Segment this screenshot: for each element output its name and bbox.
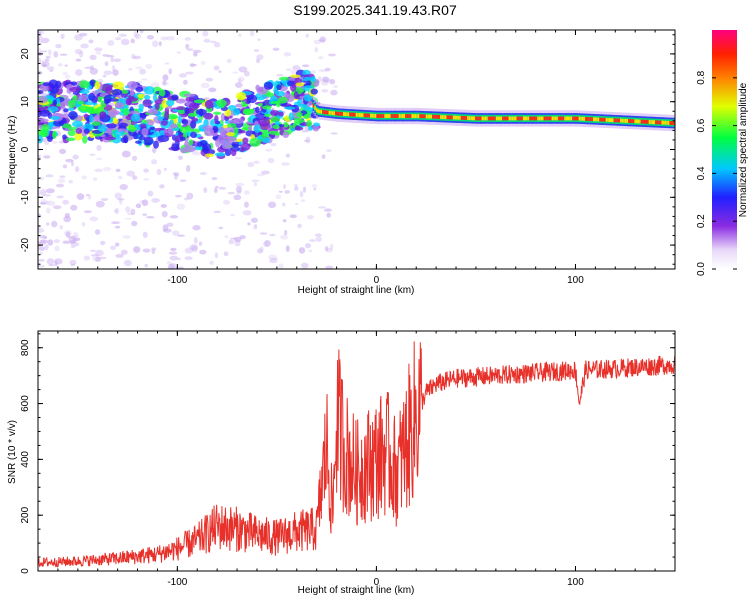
heatmap-xtick-label: 0 — [374, 275, 380, 286]
heatmap-xtick-label: 100 — [567, 275, 584, 286]
heatmap-xtick-label: -100 — [167, 275, 187, 286]
heatmap-ytick-label: 10 — [20, 96, 31, 108]
heatmap-ylabel: Frequency (Hz) — [7, 116, 18, 185]
line-xtick-label: -100 — [167, 577, 187, 588]
colorbar-label: Normalized spectral amplitude — [738, 82, 749, 217]
line-ylabel: SNR (10 * v/v) — [7, 420, 18, 484]
heatmap-xlabel: Height of straight line (km) — [298, 285, 415, 296]
line-ytick-label: 800 — [20, 339, 31, 356]
heatmap-ytick-label: -20 — [20, 237, 31, 252]
colorbar-tick-label: 0.4 — [696, 166, 707, 180]
colorbar — [712, 30, 737, 269]
heatmap-frame — [37, 29, 676, 270]
colorbar-tick-label: 0.0 — [696, 262, 707, 276]
line-ytick-label: 0 — [20, 568, 31, 574]
heatmap-ytick-label: 0 — [20, 146, 31, 152]
spectrogram-heatmap — [38, 30, 675, 269]
line-xtick-label: 0 — [374, 577, 380, 588]
colorbar-tick-label: 0.6 — [696, 118, 707, 132]
line-xlabel: Height of straight line (km) — [298, 585, 415, 596]
line-ytick-label: 200 — [20, 506, 31, 523]
snr-series-line — [38, 341, 675, 568]
heatmap-ytick-label: 20 — [20, 48, 31, 60]
line-xtick-label: 100 — [567, 577, 584, 588]
chart-title: S199.2025.341.19.43.R07 — [293, 2, 457, 18]
heatmap-ytick-label: -10 — [20, 190, 31, 205]
colorbar-tick-label: 0.8 — [696, 70, 707, 84]
line-ytick-label: 600 — [20, 395, 31, 412]
line-ytick-label: 400 — [20, 451, 31, 468]
colorbar-tick-label: 0.2 — [696, 214, 707, 228]
